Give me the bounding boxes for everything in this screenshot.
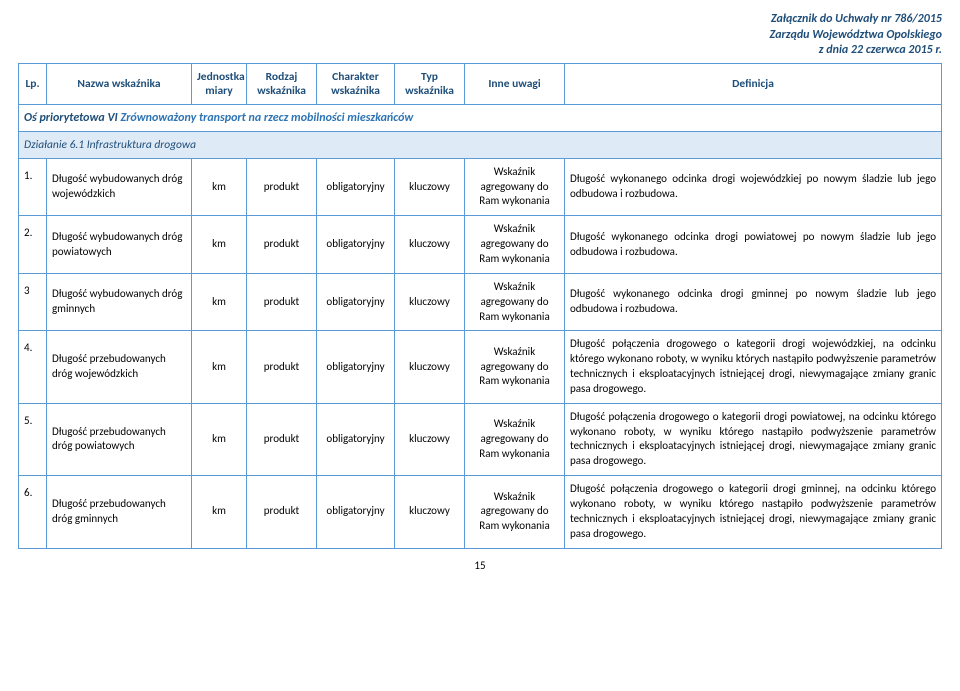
col-rodzaj: Rodzaj wskaźnika xyxy=(247,63,317,104)
cell-typ: kluczowy xyxy=(395,403,465,475)
table-row: 4.Długość przebudowanych dróg wojewódzki… xyxy=(19,331,942,403)
header-line-1: Załącznik do Uchwały nr 786/2015 xyxy=(18,12,942,28)
cell-def: Długość wykonanego odcinka drogi wojewód… xyxy=(565,158,942,216)
cell-def: Długość połączenia drogowego o kategorii… xyxy=(565,476,942,548)
col-charakter: Charakter wskaźnika xyxy=(317,63,395,104)
cell-typ: kluczowy xyxy=(395,331,465,403)
cell-typ: kluczowy xyxy=(395,273,465,331)
page-number: 15 xyxy=(18,559,942,572)
cell-uwagi: Wskaźnik agregowany do Ram wykonania xyxy=(465,216,565,274)
cell-typ: kluczowy xyxy=(395,158,465,216)
cell-uwagi: Wskaźnik agregowany do Ram wykonania xyxy=(465,403,565,475)
cell-typ: kluczowy xyxy=(395,216,465,274)
subsection-row: Działanie 6.1 Infrastruktura drogowa xyxy=(19,131,942,158)
cell-def: Długość połączenia drogowego o kategorii… xyxy=(565,403,942,475)
col-uwagi: Inne uwagi xyxy=(465,63,565,104)
cell-rodzaj: produkt xyxy=(247,216,317,274)
table-row: 2.Długość wybudowanych dróg powiatowychk… xyxy=(19,216,942,274)
cell-rodzaj: produkt xyxy=(247,331,317,403)
cell-lp: 6. xyxy=(19,476,47,548)
indicators-table: Lp. Nazwa wskaźnika Jednostka miary Rodz… xyxy=(18,63,942,549)
section-prefix: Oś priorytetowa VI xyxy=(24,111,120,125)
section-title: Zrównoważony transport na rzecz mobilnoś… xyxy=(120,111,413,125)
section-row: Oś priorytetowa VI Zrównoważony transpor… xyxy=(19,104,942,131)
table-header-row: Lp. Nazwa wskaźnika Jednostka miary Rodz… xyxy=(19,63,942,104)
cell-charakter: obligatoryjny xyxy=(317,158,395,216)
cell-unit: km xyxy=(192,476,247,548)
table-row: 6.Długość przebudowanych dróg gminnychkm… xyxy=(19,476,942,548)
cell-lp: 5. xyxy=(19,403,47,475)
cell-rodzaj: produkt xyxy=(247,476,317,548)
cell-lp: 3 xyxy=(19,273,47,331)
cell-name: Długość przebudowanych dróg gminnych xyxy=(47,476,192,548)
table-row: 5.Długość przebudowanych dróg powiatowyc… xyxy=(19,403,942,475)
cell-charakter: obligatoryjny xyxy=(317,476,395,548)
col-lp: Lp. xyxy=(19,63,47,104)
cell-def: Długość połączenia drogowego o kategorii… xyxy=(565,331,942,403)
col-name: Nazwa wskaźnika xyxy=(47,63,192,104)
cell-uwagi: Wskaźnik agregowany do Ram wykonania xyxy=(465,158,565,216)
subsection-title: Działanie 6.1 Infrastruktura drogowa xyxy=(19,131,942,158)
cell-unit: km xyxy=(192,158,247,216)
header-line-3: z dnia 22 czerwca 2015 r. xyxy=(18,43,942,59)
cell-def: Długość wykonanego odcinka drogi gminnej… xyxy=(565,273,942,331)
table-row: 3Długość wybudowanych dróg gminnychkmpro… xyxy=(19,273,942,331)
cell-lp: 2. xyxy=(19,216,47,274)
cell-name: Długość przebudowanych dróg wojewódzkich xyxy=(47,331,192,403)
cell-uwagi: Wskaźnik agregowany do Ram wykonania xyxy=(465,331,565,403)
cell-rodzaj: produkt xyxy=(247,403,317,475)
cell-lp: 1. xyxy=(19,158,47,216)
cell-unit: km xyxy=(192,331,247,403)
cell-name: Długość wybudowanych dróg gminnych xyxy=(47,273,192,331)
cell-name: Długość wybudowanych dróg wojewódzkich xyxy=(47,158,192,216)
cell-unit: km xyxy=(192,403,247,475)
cell-charakter: obligatoryjny xyxy=(317,331,395,403)
doc-header: Załącznik do Uchwały nr 786/2015 Zarządu… xyxy=(18,12,942,59)
cell-lp: 4. xyxy=(19,331,47,403)
cell-def: Długość wykonanego odcinka drogi powiato… xyxy=(565,216,942,274)
cell-uwagi: Wskaźnik agregowany do Ram wykonania xyxy=(465,476,565,548)
col-unit: Jednostka miary xyxy=(192,63,247,104)
table-row: 1.Długość wybudowanych dróg wojewódzkich… xyxy=(19,158,942,216)
cell-unit: km xyxy=(192,273,247,331)
cell-typ: kluczowy xyxy=(395,476,465,548)
cell-rodzaj: produkt xyxy=(247,158,317,216)
cell-unit: km xyxy=(192,216,247,274)
cell-name: Długość wybudowanych dróg powiatowych xyxy=(47,216,192,274)
col-def: Definicja xyxy=(565,63,942,104)
col-typ: Typ wskaźnika xyxy=(395,63,465,104)
cell-uwagi: Wskaźnik agregowany do Ram wykonania xyxy=(465,273,565,331)
cell-charakter: obligatoryjny xyxy=(317,403,395,475)
header-line-2: Zarządu Województwa Opolskiego xyxy=(18,28,942,44)
cell-charakter: obligatoryjny xyxy=(317,216,395,274)
cell-name: Długość przebudowanych dróg powiatowych xyxy=(47,403,192,475)
cell-charakter: obligatoryjny xyxy=(317,273,395,331)
table-body: Oś priorytetowa VI Zrównoważony transpor… xyxy=(19,104,942,548)
cell-rodzaj: produkt xyxy=(247,273,317,331)
